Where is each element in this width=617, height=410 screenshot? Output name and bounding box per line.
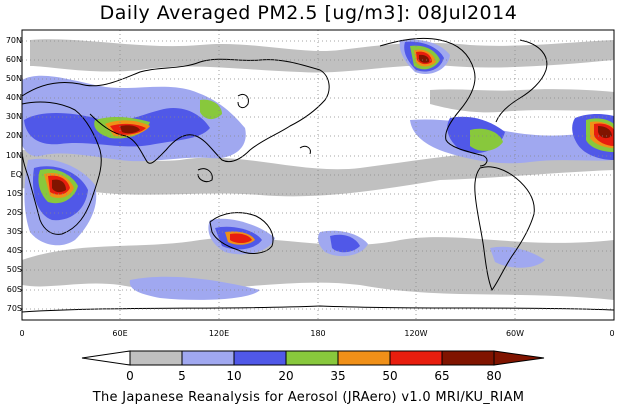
- lon-label: 60E: [112, 329, 128, 338]
- lat-label: 60S: [6, 285, 22, 294]
- colorbar-swatch: [337, 350, 391, 366]
- lat-label: 60N: [5, 55, 22, 64]
- lat-label: 70S: [6, 304, 22, 313]
- colorbar-arrow-high: [493, 350, 545, 366]
- colorbar-swatch: [389, 350, 443, 366]
- lat-label: 10S: [6, 189, 22, 198]
- lat-label: 20N: [5, 131, 22, 140]
- colorbar-label: 10: [226, 369, 242, 383]
- colorbar: [81, 350, 545, 366]
- footer-credit: The Japanese Reanalysis for Aerosol (JRA…: [92, 390, 525, 405]
- lat-label: 40N: [5, 93, 22, 102]
- colorbar-label: 50: [382, 369, 398, 383]
- lon-label: 180: [310, 329, 326, 338]
- lat-label: EQ: [10, 170, 22, 179]
- lat-label: 30N: [5, 112, 22, 121]
- coastlines: [21, 37, 615, 313]
- map-title: Daily Averaged PM2.5 [ug/m3]: 08Jul2014: [99, 2, 518, 24]
- lon-label: 60W: [505, 329, 525, 338]
- colorbar-swatch: [181, 350, 235, 366]
- colorbar-arrow-low: [81, 350, 131, 366]
- colorbar-label: 20: [278, 369, 294, 383]
- colorbar-swatch: [129, 350, 183, 366]
- lat-label: 50N: [5, 74, 22, 83]
- lat-label: 20S: [6, 208, 22, 217]
- colorbar-label: 35: [330, 369, 346, 383]
- lon-label: 0: [609, 329, 615, 338]
- map-frame: [21, 29, 615, 321]
- lat-label: 40S: [6, 246, 22, 255]
- colorbar-label: 65: [434, 369, 450, 383]
- colorbar-swatch: [285, 350, 339, 366]
- lat-label: 50S: [6, 265, 22, 274]
- colorbar-label: 5: [178, 369, 186, 383]
- lon-label: 120E: [208, 329, 230, 338]
- colorbar-swatch: [441, 350, 495, 366]
- lon-label: 0: [19, 329, 25, 338]
- lon-label: 120W: [404, 329, 428, 338]
- colorbar-label: 0: [126, 369, 134, 383]
- lat-label: 30S: [6, 227, 22, 236]
- colorbar-label: 80: [486, 369, 502, 383]
- gridlines: [22, 30, 614, 320]
- lat-label: 70N: [5, 36, 22, 45]
- lat-label: 10N: [5, 151, 22, 160]
- colorbar-swatch: [233, 350, 287, 366]
